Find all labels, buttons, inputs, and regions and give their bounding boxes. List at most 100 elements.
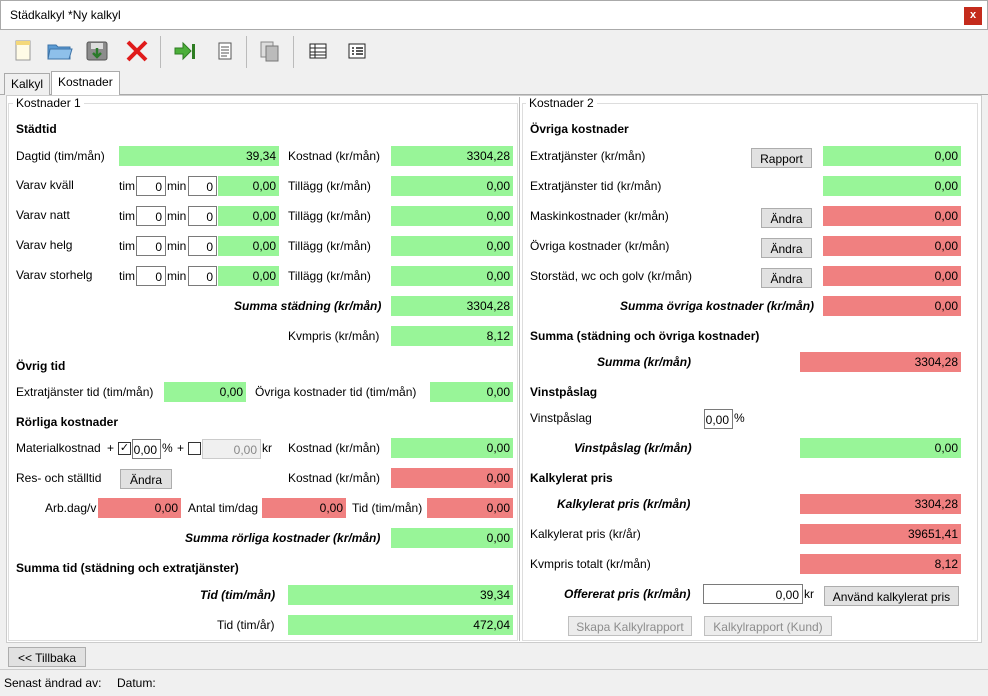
extra-tid-label: Extratjänster tid (tim/mån) <box>16 385 154 399</box>
offererat-label: Offererat pris (kr/mån) <box>564 587 691 601</box>
section-heading: Kalkylerat pris <box>530 471 613 485</box>
create-report-button[interactable]: Skapa Kalkylrapport <box>568 616 692 636</box>
ovriga-tid-label: Övriga kostnader tid (tim/mån) <box>255 385 417 399</box>
extra-tid-value: 0,00 <box>164 382 246 402</box>
material-label: Materialkostnad <box>16 441 101 455</box>
rapport-button[interactable]: Rapport <box>751 148 812 168</box>
andra-res-button[interactable]: Ändra <box>120 469 172 489</box>
tid-ar-value: 472,04 <box>288 615 513 635</box>
offererat-input[interactable]: 0,00 <box>703 584 803 604</box>
tim-label: tim <box>119 179 135 193</box>
min-input[interactable]: 0 <box>188 236 217 256</box>
tim-input[interactable]: 0 <box>136 176 166 196</box>
open-folder-icon[interactable] <box>44 36 74 66</box>
toolbar-separator <box>160 36 161 68</box>
close-button[interactable]: x <box>964 7 982 25</box>
ovriga-row-label: Storstäd, wc och golv (kr/mån) <box>530 269 693 283</box>
row-label: Varav natt <box>16 208 70 222</box>
antal-value: 0,00 <box>262 498 346 518</box>
group-kostnader-2 <box>522 103 978 641</box>
row-value: 0,00 <box>218 266 279 286</box>
copy-icon[interactable] <box>255 36 285 66</box>
tid-ar-label: Tid (tim/år) <box>217 618 275 632</box>
tid-man-label: Tid (tim/mån) <box>200 588 276 602</box>
plus-label: + <box>107 441 115 455</box>
tillagg-label: Tillägg (kr/mån) <box>288 179 371 193</box>
kvmpris-label: Kvmpris (kr/mån) <box>288 329 380 343</box>
list-icon[interactable] <box>342 36 372 66</box>
andra-maskin-button[interactable]: Ändra <box>761 208 812 228</box>
tillagg-label: Tillägg (kr/mån) <box>288 269 371 283</box>
arbdag-label: Arb.dag/v <box>45 501 97 515</box>
group-kostnader-1 <box>8 103 518 641</box>
tim-input[interactable]: 0 <box>136 266 166 286</box>
summa-stadning-label: Summa städning (kr/mån) <box>234 299 382 313</box>
title-bar <box>0 0 988 30</box>
andra-storstad-button[interactable]: Ändra <box>761 268 812 288</box>
use-calculated-price-button[interactable]: Använd kalkylerat pris <box>824 586 959 606</box>
tim-input[interactable]: 0 <box>136 206 166 226</box>
export-icon[interactable] <box>170 36 200 66</box>
report-kund-button[interactable]: Kalkylrapport (Kund) <box>704 616 832 636</box>
new-file-icon[interactable] <box>8 36 38 66</box>
tab-kostnader[interactable]: Kostnader <box>51 71 120 95</box>
vinst-sum-label: Vinstpåslag (kr/mån) <box>574 441 692 455</box>
tid-man-value: 39,34 <box>288 585 513 605</box>
document-icon[interactable] <box>210 36 240 66</box>
min-label: min <box>167 269 187 283</box>
summa-rorliga-value: 0,00 <box>391 528 513 548</box>
row-label: Varav storhelg <box>16 268 93 282</box>
andra-ovriga-button[interactable]: Ändra <box>761 238 812 258</box>
row-label: Varav helg <box>16 238 73 252</box>
section-heading: Övriga kostnader <box>530 122 629 136</box>
status-bar <box>0 669 988 696</box>
summa-ovriga-value: 0,00 <box>823 296 961 316</box>
ovriga-row-value: 0,00 <box>823 176 961 196</box>
tim-input[interactable]: 0 <box>136 236 166 256</box>
kr-label: kr <box>804 587 814 601</box>
kalk-man-value: 3304,28 <box>800 494 961 514</box>
tab-kalkyl[interactable]: Kalkyl <box>4 73 51 95</box>
tim-label: tim <box>119 269 135 283</box>
material-pct-checkbox[interactable]: ✓ <box>118 442 131 455</box>
material-kr-input[interactable]: 0,00 <box>202 439 261 459</box>
min-input[interactable]: 0 <box>188 266 217 286</box>
kvmpris-value: 8,12 <box>391 326 513 346</box>
tillagg-value: 0,00 <box>391 206 513 226</box>
group-title: Kostnader 1 <box>13 96 84 110</box>
material-kr-checkbox[interactable] <box>188 442 201 455</box>
min-input[interactable]: 0 <box>188 206 217 226</box>
ovriga-row-value: 0,00 <box>823 266 961 286</box>
save-icon[interactable] <box>82 36 112 66</box>
res-kostnad-value: 0,00 <box>391 468 513 488</box>
delete-icon[interactable] <box>122 36 152 66</box>
summa-value: 3304,28 <box>800 352 961 372</box>
tillagg-value: 0,00 <box>391 266 513 286</box>
min-input[interactable]: 0 <box>188 176 217 196</box>
plus-label: + <box>177 441 185 455</box>
toolbar-separator <box>246 36 247 68</box>
group-title: Kostnader 2 <box>526 96 597 110</box>
min-label: min <box>167 209 187 223</box>
kostnad-label: Kostnad (kr/mån) <box>288 441 381 455</box>
back-button[interactable]: << Tillbaka <box>8 647 86 667</box>
ovriga-row-label: Maskinkostnader (kr/mån) <box>530 209 669 223</box>
ovriga-row-value: 0,00 <box>823 206 961 226</box>
toolbar-separator <box>293 36 294 68</box>
tillagg-label: Tillägg (kr/mån) <box>288 239 371 253</box>
table-icon[interactable] <box>303 36 333 66</box>
section-heading: Övrig tid <box>16 359 66 373</box>
section-heading: Vinstpåslag <box>530 385 598 399</box>
material-kostnad-value: 0,00 <box>391 438 513 458</box>
section-heading: Summa (städning och övriga kostnader) <box>530 329 760 343</box>
section-heading: Rörliga kostnader <box>16 415 119 429</box>
summa-stadning-value: 3304,28 <box>391 296 513 316</box>
tab-bar-line <box>0 94 988 95</box>
pct-label: % <box>162 441 173 455</box>
row-label: Varav kväll <box>16 178 74 192</box>
vinst-input[interactable]: 0,00 <box>704 409 733 429</box>
min-label: min <box>167 239 187 253</box>
ovriga-row-value: 0,00 <box>823 146 961 166</box>
material-pct-input[interactable]: 0,00 <box>132 439 161 459</box>
dagtid-label: Dagtid (tim/mån) <box>16 149 105 163</box>
